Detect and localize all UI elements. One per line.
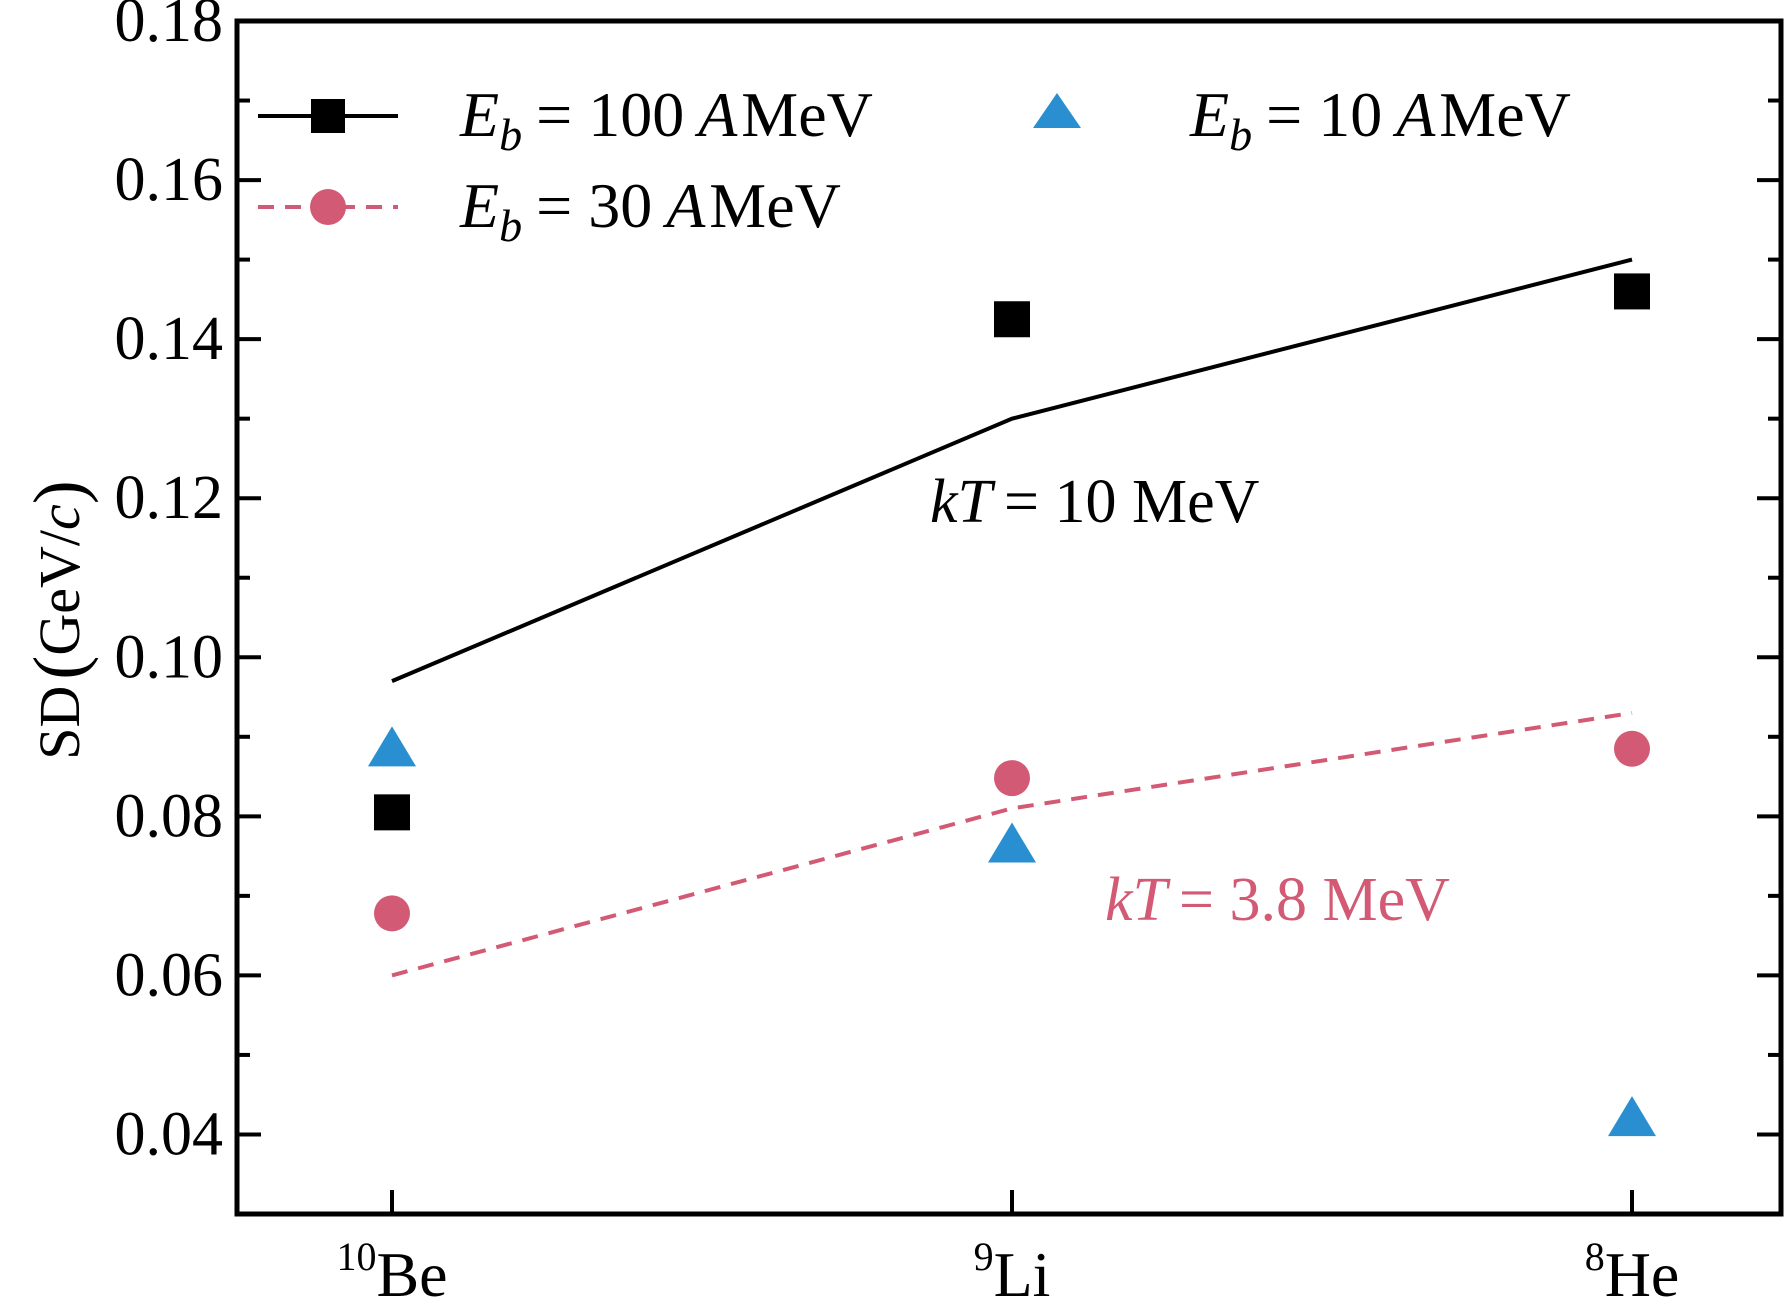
legend-label-30: Eb = 30 AMeV	[459, 170, 841, 251]
legend: Eb = 100 AMeV Eb = 30 AMeV Eb = 10 AMeV	[258, 79, 1571, 251]
y-axis-label-prefix: SD	[27, 686, 92, 760]
x-tick-label: 10Be	[336, 1234, 447, 1304]
y-tick-label: 0.18	[115, 0, 224, 55]
y-axis-label: SD(GeV/c)	[19, 480, 99, 760]
model-line-100	[391, 257, 1633, 683]
annotation-kt-10: kT = 10 MeV	[930, 468, 1260, 536]
y-tick-label: 0.06	[115, 941, 224, 1009]
point-circle-30	[994, 760, 1030, 797]
y-tick-labels: 0.04 0.06 0.08 0.10 0.12 0.14 0.16 0.18	[115, 0, 224, 1168]
y-tick-label: 0.08	[115, 782, 224, 850]
legend-marker-10	[1033, 93, 1081, 128]
point-square-100	[374, 794, 410, 831]
model-line-30	[391, 710, 1633, 978]
y-tick-label: 0.04	[115, 1100, 224, 1168]
point-triangle-10	[1608, 1096, 1656, 1137]
x-tick-label: 9Li	[974, 1234, 1051, 1304]
point-circle-30	[1614, 730, 1650, 767]
point-triangle-10	[988, 822, 1036, 863]
legend-label-100: Eb = 100 AMeV	[459, 79, 873, 160]
data-points	[368, 273, 1656, 1137]
y-tick-label: 0.10	[115, 623, 224, 691]
x-tick-labels: 10Be 9Li 8He	[336, 1234, 1679, 1304]
y-tick-label: 0.12	[115, 464, 224, 532]
y-axis-label-unit: GeV/	[27, 529, 92, 656]
plot-frame	[234, 18, 1784, 1217]
legend-marker-30	[310, 189, 346, 225]
point-square-100	[1614, 273, 1650, 310]
legend-marker-100	[311, 99, 345, 133]
x-tick-label: 8He	[1585, 1234, 1680, 1304]
y-tick-label: 0.16	[115, 146, 224, 214]
annotation-kt-3-8: kT = 3.8 MeV	[1105, 866, 1450, 934]
y-tick-label: 0.14	[115, 305, 224, 373]
model-lines	[391, 257, 1633, 978]
point-circle-30	[374, 895, 410, 932]
ticks	[237, 19, 1781, 1214]
legend-label-10: Eb = 10 AMeV	[1189, 79, 1571, 160]
point-triangle-10	[368, 726, 416, 767]
point-square-100	[994, 301, 1030, 338]
